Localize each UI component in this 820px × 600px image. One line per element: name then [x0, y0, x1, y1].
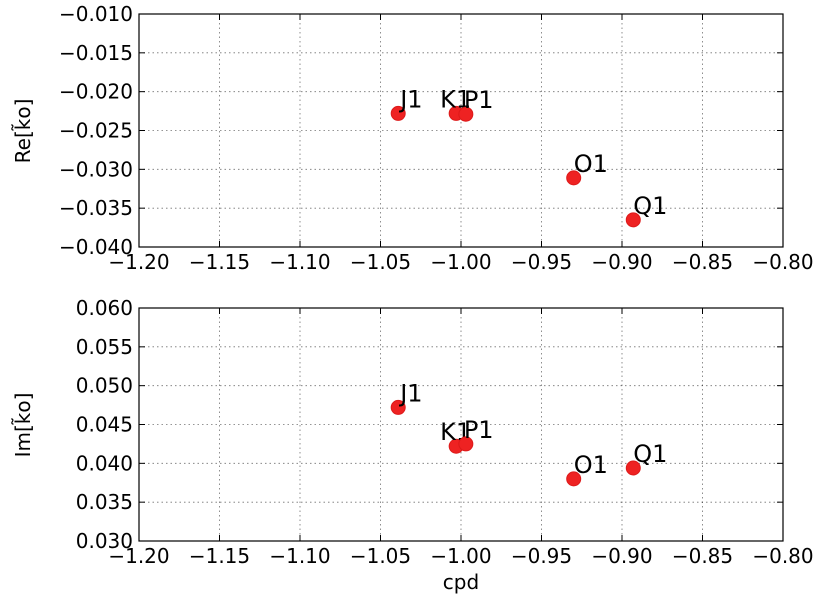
data-point-j1	[390, 105, 406, 121]
point-label-j1: J1	[398, 379, 422, 407]
y-tick-label: 0.040	[76, 451, 133, 475]
x-tick-label: −0.90	[591, 544, 652, 568]
bottom-panel-im: −1.20 −1.15 −1.10 −1.05 −1.00 −0.95 −0.90 −0.85…	[11, 296, 814, 594]
point-label-q1: Q1	[633, 440, 667, 468]
y-tick-label: 0.050	[76, 374, 133, 398]
y-axis-label: Im[k̃o]	[11, 393, 35, 458]
x-tick-label: −1.05	[350, 544, 411, 568]
y-tick-label: 0.045	[76, 413, 133, 437]
point-label-p1: P1	[464, 86, 494, 114]
x-tick-label: −1.00	[430, 250, 491, 274]
point-label-q1: Q1	[633, 192, 667, 220]
y-tick-label: −0.010	[59, 2, 133, 26]
x-tick-label: −1.05	[350, 250, 411, 274]
x-axis-label: cpd	[443, 570, 479, 594]
y-tick-label: −0.025	[59, 119, 133, 143]
point-label-p1: P1	[464, 416, 494, 444]
y-tick-label: −0.035	[59, 196, 133, 220]
x-tick-label: −0.80	[752, 250, 813, 274]
data-point-j1	[390, 399, 406, 415]
point-label-o1: O1	[574, 451, 608, 479]
point-label-j1: J1	[398, 85, 422, 113]
data-point-p1	[458, 436, 474, 452]
x-tick-label: −0.90	[591, 250, 652, 274]
y-tick-label: 0.055	[76, 335, 133, 359]
x-tick-label: −1.15	[189, 544, 250, 568]
y-tick-label: 0.030	[76, 529, 133, 553]
x-tick-label: −1.00	[430, 544, 491, 568]
x-tick-label: −1.10	[269, 544, 330, 568]
x-tick-label: −0.95	[511, 544, 572, 568]
data-point-p1	[458, 106, 474, 122]
x-tick-label: −1.10	[269, 250, 330, 274]
y-tick-label: 0.060	[76, 296, 133, 320]
data-point-q1	[625, 212, 641, 228]
top-panel-re: −1.20 −1.15 −1.10 −1.05 −1.00 −0.95 −0.90 −0.85…	[11, 2, 814, 274]
data-point-o1	[566, 170, 582, 186]
x-tick-label: −0.95	[511, 250, 572, 274]
x-tick-label: −1.20	[108, 544, 169, 568]
y-tick-label: −0.015	[59, 41, 133, 65]
y-tick-label: −0.020	[59, 80, 133, 104]
x-tick-label: −0.85	[672, 544, 733, 568]
x-tick-label: −1.20	[108, 250, 169, 274]
y-axis-label: Re[k̃o]	[11, 99, 35, 164]
data-point-q1	[625, 460, 641, 476]
x-tick-label: −0.80	[752, 544, 813, 568]
point-label-o1: O1	[574, 150, 608, 178]
x-tick-label: −1.15	[189, 250, 250, 274]
y-tick-label: 0.035	[76, 490, 133, 514]
y-tick-label: −0.040	[59, 235, 133, 259]
data-point-o1	[566, 471, 582, 487]
y-tick-label: −0.030	[59, 157, 133, 181]
x-tick-label: −0.85	[672, 250, 733, 274]
